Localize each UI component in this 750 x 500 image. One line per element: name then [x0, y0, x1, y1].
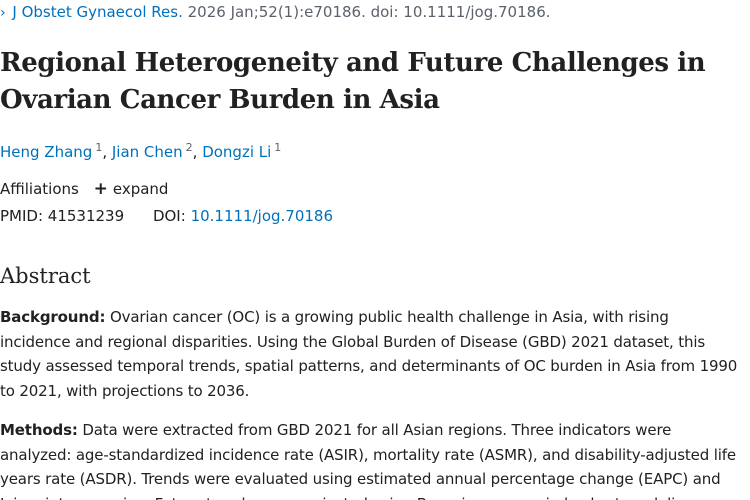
- methods-text: Data were extracted from GBD 2021 for al…: [0, 421, 736, 500]
- expand-label: expand: [112, 180, 169, 198]
- plus-icon: +: [93, 179, 108, 199]
- pmid-value: 41531239: [47, 207, 125, 225]
- methods-label: Methods:: [0, 421, 78, 439]
- affiliation-ref[interactable]: 2: [185, 141, 193, 154]
- article-title: Regional Heterogeneity and Future Challe…: [0, 48, 706, 115]
- affiliation-ref[interactable]: 1: [274, 141, 282, 154]
- doi-label: DOI:: [152, 207, 186, 225]
- abstract-methods: Methods: Data were extracted from GBD 20…: [0, 418, 740, 500]
- pmid-label: PMID:: [0, 207, 44, 225]
- author-link[interactable]: Dongzi Li: [202, 143, 272, 161]
- abstract-background: Background: Ovarian cancer (OC) is a gro…: [0, 305, 740, 403]
- affiliations-row: Affiliations + expand: [0, 179, 168, 199]
- abstract-heading: Abstract: [0, 264, 91, 288]
- citation-line: › J Obstet Gynaecol Res. 2026 Jan;52(1):…: [0, 3, 551, 21]
- chevron-right-icon: ›: [0, 5, 6, 21]
- journal-link[interactable]: J Obstet Gynaecol Res.: [12, 3, 183, 21]
- author-list: Heng Zhang 1, Jian Chen 2, Dongzi Li 1: [0, 141, 282, 161]
- affiliation-ref[interactable]: 1: [95, 141, 103, 154]
- citation-details: 2026 Jan;52(1):e70186. doi: 10.1111/jog.…: [187, 3, 551, 21]
- affiliations-label: Affiliations: [0, 180, 79, 198]
- identifiers-row: PMID: 41531239 DOI: 10.1111/jog.70186: [0, 207, 333, 225]
- author-link[interactable]: Jian Chen: [111, 143, 183, 161]
- background-text: Ovarian cancer (OC) is a growing public …: [0, 308, 738, 400]
- doi-link[interactable]: 10.1111/jog.70186: [190, 207, 333, 225]
- background-label: Background:: [0, 308, 106, 326]
- author-link[interactable]: Heng Zhang: [0, 143, 93, 161]
- expand-affiliations-button[interactable]: + expand: [93, 179, 169, 199]
